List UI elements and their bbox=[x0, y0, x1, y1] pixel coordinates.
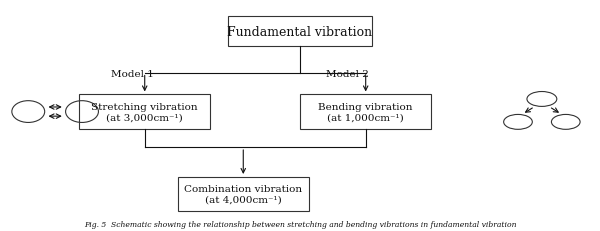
Text: Model 1: Model 1 bbox=[112, 70, 154, 79]
FancyBboxPatch shape bbox=[300, 95, 431, 129]
FancyBboxPatch shape bbox=[229, 17, 371, 47]
Text: Bending vibration
(at 1,000cm⁻¹): Bending vibration (at 1,000cm⁻¹) bbox=[319, 102, 413, 122]
Text: Fig. 5  Schematic showing the relationship between stretching and bending vibrat: Fig. 5 Schematic showing the relationshi… bbox=[84, 221, 516, 228]
FancyBboxPatch shape bbox=[178, 177, 309, 211]
Text: Model 2: Model 2 bbox=[326, 70, 369, 79]
FancyBboxPatch shape bbox=[79, 95, 211, 129]
Text: Stretching vibration
(at 3,000cm⁻¹): Stretching vibration (at 3,000cm⁻¹) bbox=[91, 102, 198, 122]
Text: Fundamental vibration: Fundamental vibration bbox=[227, 26, 373, 39]
Text: Combination vibration
(at 4,000cm⁻¹): Combination vibration (at 4,000cm⁻¹) bbox=[184, 185, 302, 204]
